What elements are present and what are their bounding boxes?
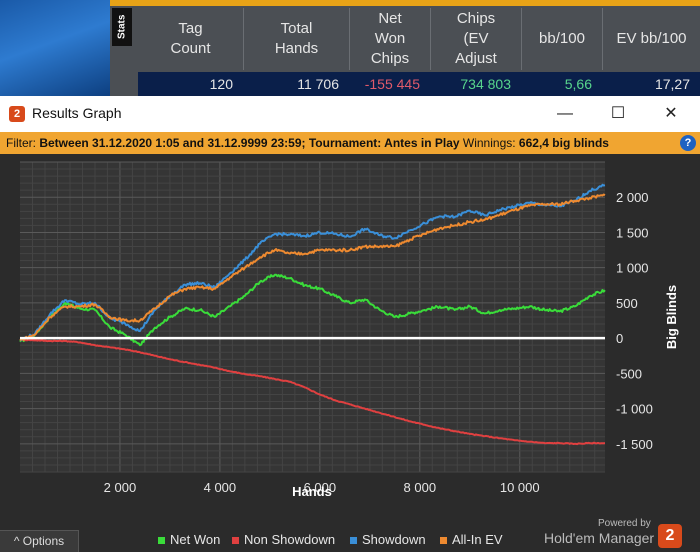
column-header-bb-100[interactable]: bb/100	[522, 8, 603, 70]
series-lines	[19, 183, 606, 446]
brand-name: Hold'em Manager	[544, 530, 655, 546]
x-tick-label: 10 000	[500, 480, 540, 495]
stats-filter-strip	[110, 0, 700, 6]
cell-tag-count: 120	[209, 76, 233, 92]
x-axis-label: Hands	[292, 484, 332, 499]
bottom-bar: ^ Options Net Won Non Showdown Showdown …	[0, 518, 700, 552]
legend-swatch	[440, 537, 447, 545]
y-tick-label: 1 500	[616, 225, 649, 240]
cell-bb-100: 5,66	[564, 76, 592, 92]
legend-item-non-showdown[interactable]: Non Showdown	[232, 532, 335, 547]
close-button[interactable]: ✕	[664, 105, 678, 122]
filter-value: Between 31.12.2020 1:05 and 31.12.9999 2…	[39, 136, 460, 150]
x-tick-label: 4 000	[204, 480, 237, 495]
legend-swatch	[158, 537, 165, 545]
filter-text: Filter: Between 31.12.2020 1:05 and 31.1…	[6, 132, 609, 154]
powered-by-text: Powered by	[598, 518, 651, 529]
cell-net-won-chips: -155 445	[364, 76, 420, 92]
results-chart: 2 000 1 500 1 000 500 0 -500 -1 000 -1 500 2 00…	[19, 161, 679, 499]
help-icon[interactable]: ?	[680, 135, 696, 151]
x-tick-label: 6 000	[304, 480, 337, 495]
legend-item-all-in-ev[interactable]: All-In EV	[440, 532, 503, 547]
column-header-tag-count[interactable]: Tag Count	[138, 8, 244, 70]
column-header-chips-ev-adjusted[interactable]: Chips (EV Adjust	[431, 8, 522, 70]
series-line-all-in-ev	[19, 193, 606, 342]
legend-label: All-In EV	[452, 532, 503, 547]
x-tick-label: 2 000	[104, 480, 137, 495]
y-tick-label: 0	[616, 331, 623, 346]
x-axis-ticks: 2 000 4 000 6 000 8 000 10 000	[104, 480, 540, 495]
y-tick-label: -1 500	[616, 437, 653, 452]
series-line-net-won	[19, 273, 606, 347]
brand-logo-icon: 2	[658, 524, 682, 548]
winnings-label: Winnings:	[462, 136, 516, 150]
legend-swatch	[232, 537, 239, 545]
y-tick-label: -1 000	[616, 402, 653, 417]
legend-item-net-won[interactable]: Net Won	[158, 532, 220, 547]
filter-label: Filter:	[6, 136, 36, 150]
winnings-value: 662,4 big blinds	[518, 136, 609, 150]
y-axis-label: Big Blinds	[664, 285, 679, 349]
stats-window: Stats Tag Count Total Hands Net Won Chip…	[110, 0, 700, 96]
legend-swatch	[350, 537, 357, 545]
legend-item-showdown[interactable]: Showdown	[350, 532, 426, 547]
window-title: Results Graph	[32, 105, 122, 121]
results-graph-window: 2 Results Graph — ☐ ✕ Filter: Between 31…	[0, 96, 700, 552]
y-axis-ticks: 2 000 1 500 1 000 500 0 -500 -1 000 -1 500	[616, 190, 653, 452]
y-tick-label: 2 000	[616, 190, 649, 205]
cell-total-hands: 11 706	[297, 76, 339, 92]
legend-label: Net Won	[170, 532, 221, 547]
series-line-non-showdown	[19, 338, 606, 446]
cell-chips-ev-adjusted: 734 803	[460, 76, 511, 92]
column-header-ev-bb-100[interactable]: EV bb/100	[616, 30, 687, 47]
y-tick-label: 500	[616, 296, 638, 311]
column-header-net-won-chips[interactable]: Net Won Chips	[350, 8, 431, 70]
minimize-button[interactable]: —	[557, 105, 573, 122]
column-header-total-hands[interactable]: Total Hands	[244, 8, 350, 70]
y-tick-label: -500	[616, 366, 642, 381]
legend-label: Showdown	[362, 532, 426, 547]
app-logo-icon: 2	[9, 106, 25, 122]
maximize-button[interactable]: ☐	[610, 105, 626, 122]
legend-label: Non Showdown	[244, 532, 336, 547]
y-tick-label: 1 000	[616, 261, 649, 276]
cell-ev-bb-100: 17,27	[654, 76, 690, 92]
filter-bar[interactable]: Filter: Between 31.12.2020 1:05 and 31.1…	[0, 132, 700, 154]
desktop-background	[0, 0, 110, 96]
stats-tab[interactable]: Stats	[112, 8, 132, 46]
title-bar[interactable]: 2 Results Graph — ☐ ✕	[0, 96, 700, 132]
x-tick-label: 8 000	[404, 480, 437, 495]
stats-row[interactable]	[138, 72, 700, 96]
options-button[interactable]: ^ Options	[0, 530, 79, 552]
